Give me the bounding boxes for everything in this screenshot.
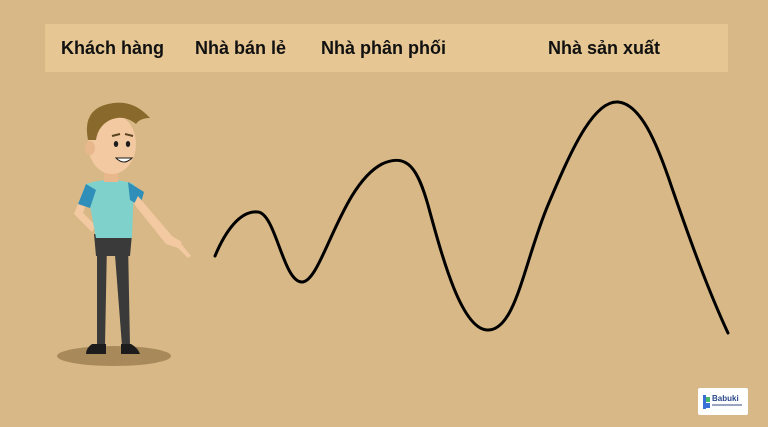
label-customer: Khách hàng	[61, 38, 165, 58]
brow-right	[124, 133, 134, 137]
eye-right	[125, 141, 131, 147]
label-manufacturer: Nhà sản xuất	[548, 38, 661, 58]
header-bar	[45, 24, 728, 72]
right-shoe	[121, 344, 140, 354]
wave-path	[213, 100, 730, 335]
left-arm	[74, 188, 96, 232]
hair	[86, 102, 150, 140]
person-illustration	[57, 102, 191, 366]
eye-left	[113, 141, 119, 147]
brow-left	[111, 133, 121, 137]
babuki-logo-icon	[703, 395, 710, 409]
right-arm	[134, 196, 182, 248]
logo-tagline-line	[712, 404, 742, 406]
ground-shadow	[57, 346, 171, 366]
hips	[94, 234, 132, 256]
pointing-finger	[176, 240, 191, 258]
logo-text: Babuki	[712, 394, 739, 403]
left-sleeve	[78, 184, 96, 208]
right-leg	[114, 242, 130, 346]
babuki-logo: Babuki	[698, 388, 748, 415]
left-leg	[97, 242, 107, 346]
left-shoe	[86, 344, 106, 354]
label-retailer: Nhà bán lẻ	[195, 38, 287, 58]
mouth	[114, 157, 134, 163]
shirt	[86, 180, 134, 238]
label-distributor: Nhà phân phối	[321, 38, 446, 58]
ear	[85, 141, 95, 155]
